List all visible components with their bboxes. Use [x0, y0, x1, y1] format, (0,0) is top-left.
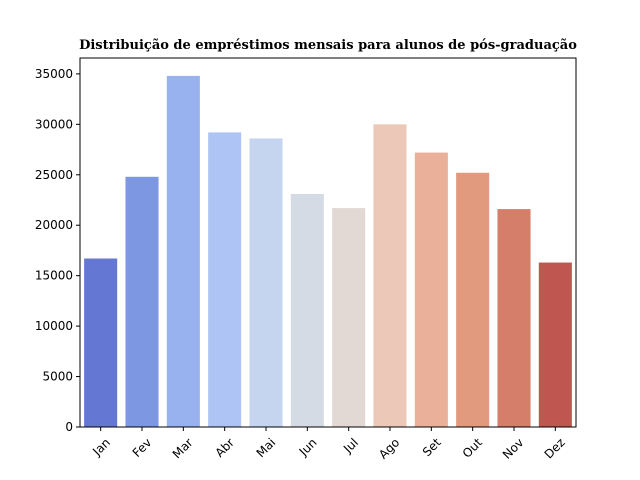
x-tick-label-dez: Dez	[542, 435, 568, 461]
y-tick-label: 0	[65, 420, 73, 434]
y-tick-label: 25000	[35, 168, 73, 182]
bar-mai	[249, 138, 283, 427]
bar-jul	[332, 208, 366, 427]
y-tick-label: 30000	[35, 117, 73, 131]
bar-mar	[166, 75, 200, 427]
bar-nov	[497, 209, 531, 427]
bar-set	[414, 152, 448, 427]
y-tick-label: 35000	[35, 67, 73, 81]
bar-jan	[84, 258, 118, 427]
x-axis-ticks: Jan Fev Mar Abr Mai Jun Jul Ago Set Out Nov Dez	[89, 427, 568, 462]
x-tick-label-set: Set	[420, 435, 444, 459]
plot-frame	[79, 57, 577, 428]
chart-title: Distribuição de empréstimos mensais para…	[79, 38, 577, 53]
x-tick-label-out: Out	[460, 435, 485, 460]
x-tick-label-jan: Jan	[89, 435, 113, 459]
x-tick-label-ago: Ago	[376, 435, 402, 461]
x-tick-label-fev: Fev	[130, 435, 155, 460]
x-tick-label-nov: Nov	[500, 435, 526, 461]
x-tick-label-mar: Mar	[170, 435, 196, 461]
bar-out	[456, 172, 490, 427]
x-tick-label-mai: Mai	[254, 435, 279, 460]
y-tick-label: 15000	[35, 269, 73, 283]
bar-fev	[125, 176, 159, 427]
bar-abr	[208, 132, 242, 427]
bars-group	[84, 75, 572, 427]
y-tick-label: 5000	[42, 370, 73, 384]
bar-jun	[290, 193, 324, 427]
y-tick-label: 10000	[35, 319, 73, 333]
x-tick-label-abr: Abr	[212, 435, 237, 460]
x-tick-label-jun: Jun	[296, 435, 320, 459]
bar-dez	[538, 262, 572, 427]
x-tick-label-jul: Jul	[340, 435, 361, 456]
y-axis-ticks: 0 5000 10000 15000 20000 25000 30000 35000	[35, 67, 80, 434]
bar-ago	[373, 124, 407, 427]
y-tick-label: 20000	[35, 218, 73, 232]
